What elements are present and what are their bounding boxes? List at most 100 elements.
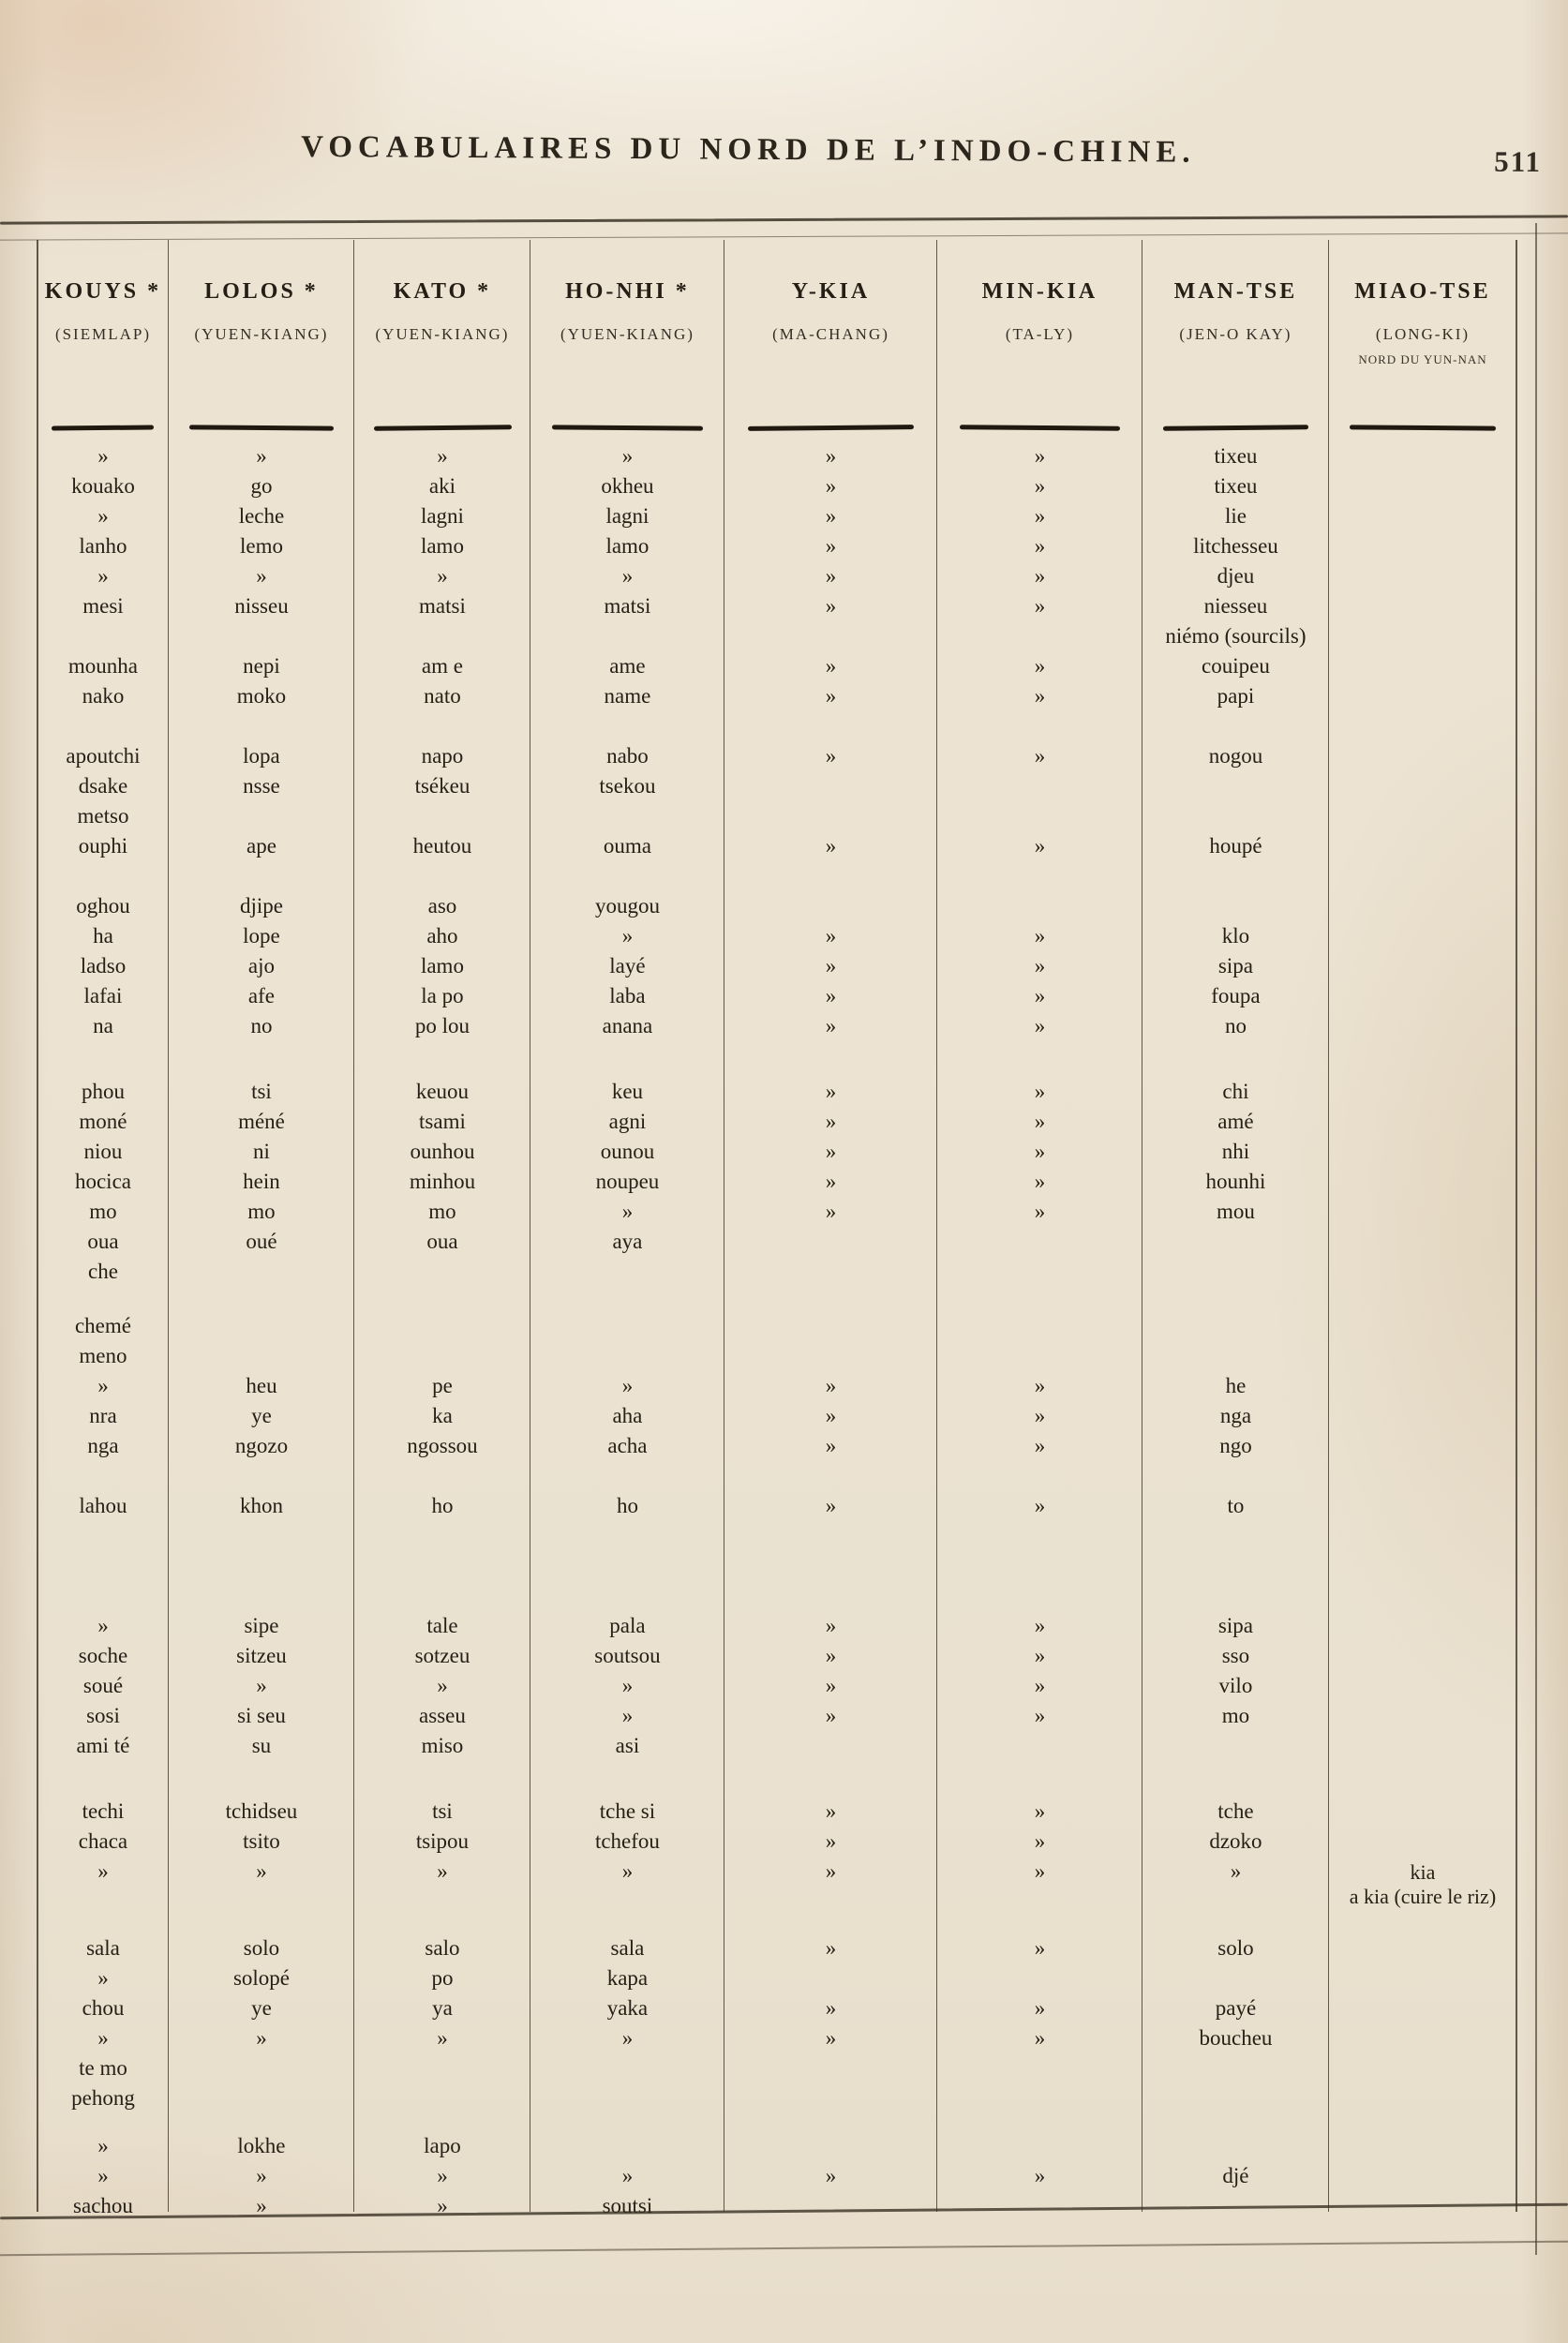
table-cell: ho xyxy=(431,1493,454,1517)
table-cell: nako xyxy=(82,684,125,708)
table-cell: metso xyxy=(77,804,129,828)
column-location: (YUEN-KIANG) xyxy=(194,325,329,343)
table-cell xyxy=(1142,801,1329,831)
table-cell: nogou xyxy=(1208,744,1263,768)
row-spacer xyxy=(37,1521,1516,1611)
header-underline-bar xyxy=(1162,425,1309,431)
table-cell: » xyxy=(437,444,448,468)
table-cell: mounha xyxy=(67,654,139,678)
table-cell: tche xyxy=(1217,1799,1254,1824)
table-row: metso xyxy=(37,801,1516,831)
table-cell: » xyxy=(1034,1493,1046,1517)
table-cell xyxy=(530,2053,724,2083)
table-row: kouako go aki okheu » » tixeu xyxy=(37,471,1516,501)
header-underline-bar xyxy=(551,425,704,431)
table-cell: » xyxy=(1034,444,1046,468)
table-header: KOUYS * (SIEMLAP) LOLOS * (YUEN-KIANG) KATO … xyxy=(37,240,1516,441)
table-cell: khon xyxy=(239,1493,283,1517)
table-cell: asseu xyxy=(419,1703,466,1727)
table-cell: sotzeu xyxy=(414,1643,470,1667)
table-cell: tchefou xyxy=(594,1829,660,1854)
table-cell: » xyxy=(1034,504,1046,528)
table-cell xyxy=(1142,771,1329,801)
table-cell: kia a kia (cuire le riz) xyxy=(1349,1860,1497,1909)
table-cell: dsake xyxy=(78,774,128,798)
table-cell: » xyxy=(621,2025,634,2050)
table-cell xyxy=(1329,1167,1516,1197)
table-cell: » xyxy=(1034,1403,1046,1427)
table-cell: tixeu xyxy=(1214,444,1258,468)
table-cell xyxy=(1329,1993,1516,2023)
table-cell xyxy=(937,801,1142,831)
table-cell: » xyxy=(1034,1799,1046,1824)
table-cell: » xyxy=(256,2025,267,2050)
table-cell: » xyxy=(1034,1673,1046,1697)
table-cell xyxy=(724,2191,937,2221)
table-cell: ami té xyxy=(76,1733,130,1757)
table-cell: sipa xyxy=(1217,1613,1253,1637)
header-underline-bar xyxy=(52,425,155,431)
table-cell xyxy=(1329,891,1516,921)
column-separator xyxy=(353,240,354,2212)
table-row: ouphi ape heutou ouma » » houpé xyxy=(37,831,1516,861)
table-cell xyxy=(1142,1257,1329,1287)
table-row: che xyxy=(37,1257,1516,1287)
table-cell: » xyxy=(256,2164,267,2188)
table-cell xyxy=(724,1311,937,1341)
table-cell: » xyxy=(1230,1859,1242,1884)
table-cell xyxy=(1329,501,1516,531)
table-cell: nga xyxy=(1219,1403,1252,1427)
column-header: HO-NHI * (YUEN-KIANG) xyxy=(530,240,724,441)
table-cell: » xyxy=(825,954,837,977)
table-cell: » xyxy=(1034,1643,1046,1667)
table-cell: tsipou xyxy=(415,1829,470,1854)
table-cell xyxy=(724,2083,937,2113)
table-cell xyxy=(1329,1311,1516,1341)
table-cell xyxy=(724,2131,937,2161)
table-row: hocica hein minhou noupeu » » hounhi xyxy=(37,1167,1516,1197)
table-cell xyxy=(1329,2161,1516,2191)
table-cell: sitzeu xyxy=(236,1643,287,1667)
table-cell xyxy=(724,1963,937,1993)
table-cell: tche si xyxy=(599,1799,656,1824)
table-cell xyxy=(1329,1341,1516,1371)
table-cell xyxy=(724,2053,937,2083)
table-cell: oua xyxy=(426,1230,458,1254)
table-cell xyxy=(1142,1227,1329,1257)
table-cell: go xyxy=(250,474,273,498)
table-cell: yougou xyxy=(594,894,660,918)
column-name: LOLOS * xyxy=(204,279,319,304)
table-row: soué » » » » » vilo xyxy=(37,1671,1516,1701)
table-cell: » xyxy=(825,744,837,768)
table-cell: aya xyxy=(612,1230,643,1254)
table-cell: solo xyxy=(1217,1935,1254,1960)
column-header: KOUYS * (SIEMLAP) xyxy=(37,240,169,441)
table-cell xyxy=(724,891,937,921)
table-cell: na xyxy=(93,1014,113,1037)
table-cell xyxy=(530,621,724,651)
table-row: » solopé po kapa xyxy=(37,1963,1516,1993)
row-spacer xyxy=(37,1909,1516,1933)
table-cell xyxy=(937,2053,1142,2083)
table-row: ami té su miso asi xyxy=(37,1731,1516,1761)
table-row: mounha nepi am e ame » » couipeu xyxy=(37,651,1516,681)
table-cell: chi xyxy=(1222,1080,1249,1104)
table-cell: pala xyxy=(609,1613,646,1637)
table-cell: » xyxy=(825,834,837,858)
table-cell xyxy=(1329,1701,1516,1731)
table-cell xyxy=(937,2131,1142,2161)
table-row: ha lope aho » » » klo xyxy=(37,921,1516,951)
table-cell: phou xyxy=(81,1080,125,1104)
table-cell: soche xyxy=(78,1643,128,1667)
table-cell: tchidseu xyxy=(225,1799,298,1824)
table-cell: soutsou xyxy=(594,1643,661,1667)
table-cell: » xyxy=(825,1935,837,1960)
table-cell: » xyxy=(621,924,634,948)
table-cell: » xyxy=(97,504,109,528)
table-cell xyxy=(530,801,724,831)
table-cell: » xyxy=(825,1403,837,1427)
table-cell: aki xyxy=(428,474,455,498)
table-cell xyxy=(1142,1311,1329,1341)
table-cell: che xyxy=(88,1260,118,1284)
table-cell: yaka xyxy=(606,1995,649,2020)
